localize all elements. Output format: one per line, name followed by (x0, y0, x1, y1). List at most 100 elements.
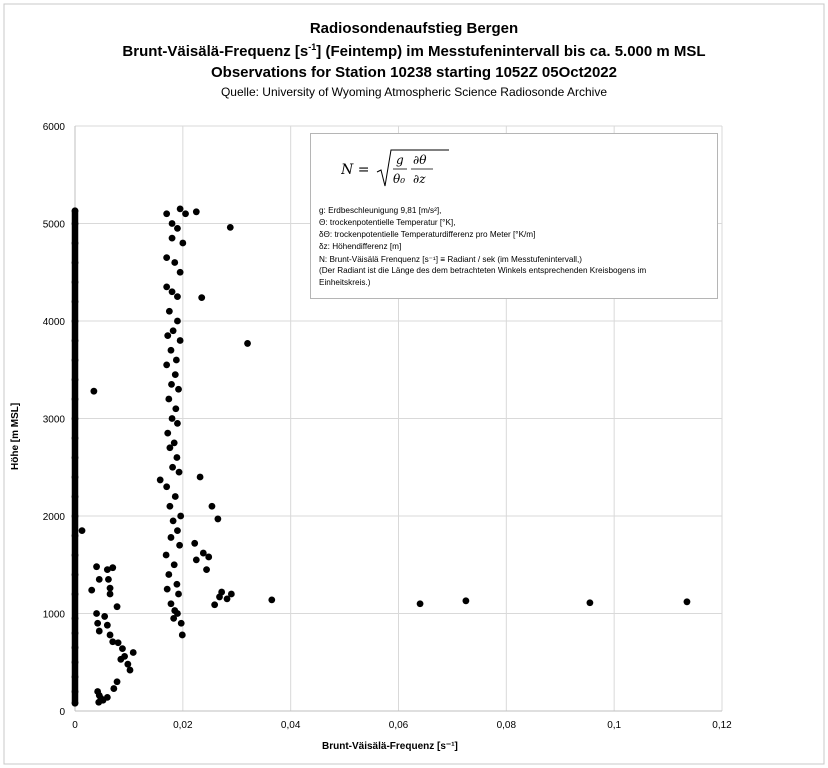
data-point (227, 590, 235, 598)
data-point (167, 534, 175, 541)
formula-svg: N = g θ₀ ∂θ ∂z (340, 149, 449, 187)
data-point (113, 603, 121, 611)
x-tick-label: 0 (72, 720, 78, 731)
chart-frame (3, 3, 825, 765)
x-tick-label: 0,1 (607, 720, 621, 731)
data-point (103, 621, 111, 629)
data-point (165, 307, 173, 315)
data-point (176, 205, 184, 213)
data-point (119, 645, 126, 652)
data-point (106, 631, 114, 639)
data-point (168, 234, 176, 242)
data-point (95, 627, 103, 635)
legend-line-4: δz: Höhendifferenz [m] (319, 242, 402, 251)
data-point (163, 283, 171, 291)
data-point (162, 551, 170, 559)
data-point (169, 327, 177, 335)
formula-box: N = g θ₀ ∂θ ∂z g: Erdbeschleunigung 9,81… (310, 133, 718, 299)
chart-subtitle: Brunt-Väisälä-Frequenz [s-1] (Feintemp) … (0, 42, 828, 60)
legend-line-7: Einheitskreis.) (319, 278, 371, 287)
data-point (176, 268, 184, 276)
data-point (165, 395, 173, 403)
y-tick-label: 6000 (43, 122, 66, 133)
legend-line-1: g: Erdbeschleunigung 9,81 [m/s²], (319, 206, 442, 215)
data-point (124, 660, 132, 668)
y-axis-title: Höhe [m MSL] (10, 402, 21, 470)
y-tick-label: 4000 (43, 317, 66, 328)
data-point (106, 584, 114, 592)
data-point (163, 254, 171, 262)
data-point (196, 473, 204, 481)
y-tick-label: 1000 (43, 610, 66, 621)
data-point (171, 607, 179, 614)
data-point (117, 655, 125, 663)
data-point (171, 371, 179, 379)
data-point (126, 666, 134, 674)
formula-num-g: g (396, 153, 404, 167)
data-point (203, 566, 210, 574)
subtitle-text-rest: ] (Feintemp) im Messtufenintervall bis c… (316, 43, 706, 60)
x-tick-label: 0,08 (497, 720, 517, 731)
data-point (214, 515, 222, 523)
data-point (211, 601, 219, 609)
data-point (78, 527, 86, 535)
data-point (95, 698, 103, 706)
chart-source: Quelle: University of Wyoming Atmospheri… (220, 85, 608, 99)
data-point (167, 346, 175, 354)
y-tick-label: 5000 (43, 220, 66, 231)
data-point (223, 595, 231, 603)
formula-sqrt-sign (376, 149, 449, 187)
formula-den-theta0: θ₀ (393, 172, 405, 186)
data-point (205, 553, 213, 561)
data-point (163, 210, 171, 218)
data-point (106, 590, 114, 598)
chart-title: Radiosondenaufstieg Bergen (309, 20, 519, 37)
x-tick-label: 0,04 (281, 720, 301, 731)
data-point (462, 597, 470, 605)
data-point (178, 631, 186, 639)
y-tick-label: 0 (59, 707, 65, 718)
data-point (129, 649, 137, 656)
data-point (208, 502, 216, 510)
formula-lhs: N = (341, 162, 369, 178)
data-point (168, 220, 176, 227)
data-point (109, 638, 117, 646)
data-point (103, 566, 111, 574)
data-point (174, 527, 181, 535)
data-point (164, 332, 172, 340)
data-point (167, 600, 175, 608)
formula-num-dtheta: ∂θ (413, 153, 427, 167)
data-point (173, 580, 181, 588)
data-point (179, 239, 187, 247)
data-point (171, 259, 179, 266)
data-point (168, 415, 176, 422)
legend-line-3: δΘ: trockenpotentielle Temperaturdiffere… (319, 230, 536, 239)
data-point (94, 619, 102, 627)
data-point (586, 599, 594, 607)
data-point (95, 575, 103, 583)
data-point (169, 517, 177, 525)
data-point (176, 541, 183, 549)
data-point (244, 340, 251, 347)
data-point (191, 539, 199, 547)
data-point (177, 512, 185, 520)
data-point (114, 639, 122, 647)
data-point (172, 405, 180, 413)
legend-line-6: (Der Radiant ist die Länge des dem betra… (319, 266, 647, 275)
data-point (177, 619, 185, 627)
chart-station-line: Observations for Station 10238 starting … (210, 64, 617, 81)
data-point (101, 613, 109, 620)
data-point (110, 685, 118, 692)
data-point (683, 598, 691, 606)
data-point (172, 356, 180, 364)
y-tick-label: 3000 (43, 415, 66, 426)
data-point (199, 549, 207, 557)
data-point (171, 493, 179, 500)
data-point (93, 563, 100, 571)
data-point (182, 210, 189, 218)
data-point (175, 385, 182, 393)
formula: N = g θ₀ ∂θ ∂z (340, 144, 451, 196)
x-tick-label: 0,02 (173, 720, 193, 731)
data-point (416, 600, 424, 608)
